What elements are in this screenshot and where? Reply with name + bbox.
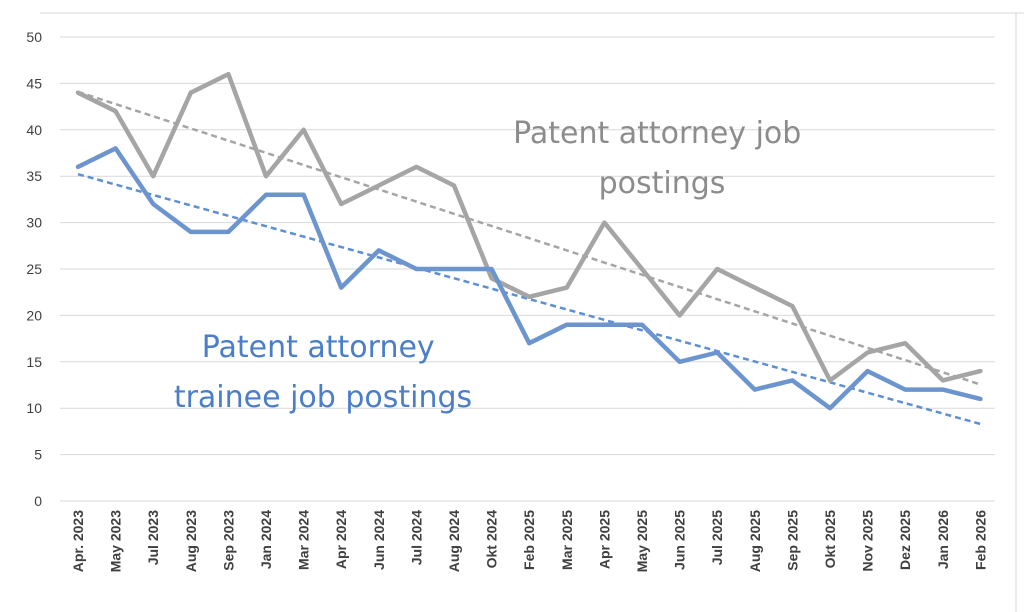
x-tick-label: Jul 2023	[145, 510, 161, 565]
y-tick-label: 35	[26, 168, 42, 184]
annotation-trainee-line-1: Patent attorney	[202, 330, 435, 365]
x-tick-label: Jul 2024	[408, 510, 424, 565]
annotation-attorney-job-postings: Patent attorney job postings	[513, 116, 811, 201]
x-tick-label: Aug 2024	[446, 510, 462, 572]
x-tick-label: May 2025	[634, 510, 650, 572]
x-tick-label: Jul 2025	[709, 510, 725, 565]
y-tick-label: 50	[26, 29, 42, 45]
x-tick-label: Mar 2025	[559, 510, 575, 570]
y-tick-label: 5	[34, 447, 42, 463]
x-tick-label: Feb 2025	[521, 510, 537, 570]
y-tick-label: 20	[26, 307, 42, 323]
x-tick-label: Dez 2025	[897, 510, 913, 570]
y-tick-label: 0	[34, 493, 42, 509]
x-tick-label: Jan 2024	[258, 510, 274, 569]
annotation-trainee-job-postings: Patent attorney trainee job postings	[174, 330, 472, 415]
y-tick-label: 10	[26, 400, 42, 416]
x-tick-label: Okt 2024	[484, 510, 500, 569]
x-tick-label: Apr 2025	[596, 510, 612, 569]
x-tick-label: Jun 2024	[371, 510, 387, 570]
x-tick-label: Jun 2025	[672, 510, 688, 570]
x-tick-label: Apr. 2023	[70, 510, 86, 572]
annotation-attorney-line-1: Patent attorney job	[513, 116, 801, 151]
x-tick-label: May 2023	[108, 510, 124, 572]
x-tick-label: Apr 2024	[333, 510, 349, 569]
y-tick-label: 30	[26, 215, 42, 231]
y-tick-label: 45	[26, 75, 42, 91]
x-tick-label: Feb 2026	[972, 510, 988, 570]
x-tick-label: Aug 2025	[747, 510, 763, 572]
x-tick-label: Jan 2026	[935, 510, 951, 569]
x-tick-label: Nov 2025	[860, 510, 876, 572]
annotation-trainee-line-2: trainee job postings	[174, 380, 472, 415]
y-tick-label: 40	[26, 122, 42, 138]
y-axis-ticks: 0 5 10 15 20 25 30 35 40 45 50	[26, 29, 42, 509]
annotation-attorney-line-2: postings	[599, 166, 726, 201]
x-tick-label: Mar 2024	[296, 510, 312, 570]
x-tick-label: Sep 2023	[220, 510, 236, 571]
x-tick-label: Sep 2025	[784, 510, 800, 571]
x-tick-label: Aug 2023	[183, 510, 199, 572]
y-tick-label: 15	[26, 354, 42, 370]
y-tick-label: 25	[26, 261, 42, 277]
x-tick-label: Okt 2025	[822, 510, 838, 569]
x-axis-ticks: Apr. 2023 May 2023 Jul 2023 Aug 2023 Sep 202…	[70, 510, 988, 572]
